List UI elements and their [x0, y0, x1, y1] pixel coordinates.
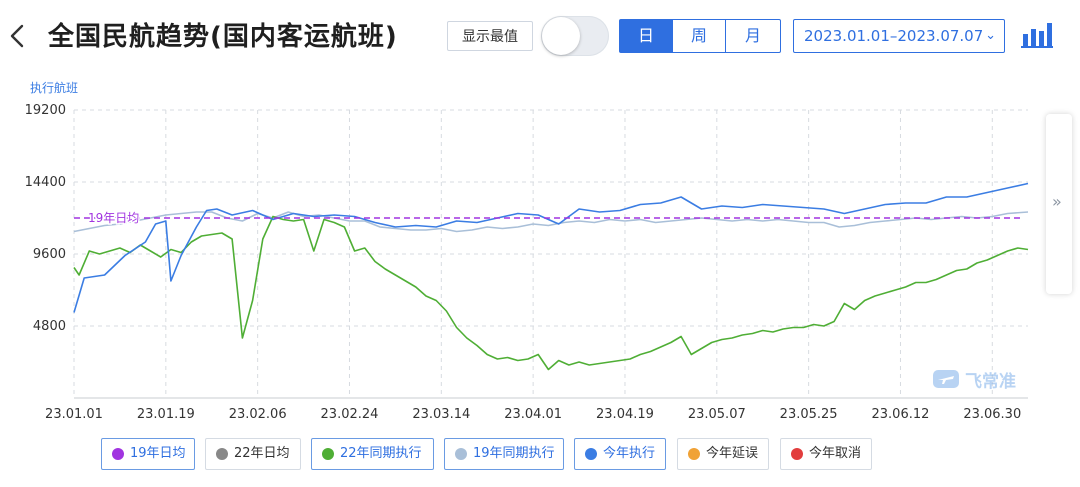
- chevron-down-icon: ⌄: [985, 28, 996, 43]
- legend-dot: [322, 448, 334, 460]
- y-tick-label: 9600: [33, 247, 66, 262]
- legend-label: 22年日均: [234, 446, 290, 461]
- legend-item-this-year[interactable]: 今年执行: [574, 438, 666, 470]
- legend-item-delay[interactable]: 今年延误: [677, 438, 769, 470]
- date-range-picker[interactable]: 2023.01.01–2023.07.07 ⌄: [793, 19, 1005, 53]
- y-tick-label: 14400: [25, 175, 66, 190]
- legend-label: 今年取消: [809, 446, 862, 461]
- x-tick-label: 23.06.30: [963, 407, 1021, 422]
- x-tick-label: 23.05.07: [688, 407, 746, 422]
- legend-item-19-same-period[interactable]: 19年同期执行: [444, 438, 564, 470]
- double-chevron-right-icon: »: [1052, 192, 1062, 211]
- legend-dot: [585, 448, 597, 460]
- flights-trend-chart: 执行航班 4800 9600 14400 19200 23.01.01 23.01.19 23…: [25, 80, 1029, 422]
- legend-dot: [112, 448, 124, 460]
- watermark-text: 飞常准: [965, 372, 1016, 392]
- header-bar: 全国民航趋势(国内客运航班) 显示最值 日 周 月 2023.01.01–202…: [0, 0, 1080, 72]
- x-tick-label: 23.03.14: [412, 407, 470, 422]
- show-extremes-toggle[interactable]: [541, 16, 609, 56]
- x-tick-label: 23.01.19: [137, 407, 195, 422]
- period-day-button[interactable]: 日: [619, 19, 673, 53]
- show-extremes-label: 显示最值: [447, 21, 533, 51]
- legend-label: 19年同期执行: [473, 446, 555, 461]
- reference-line-label: 19年日均: [88, 211, 139, 225]
- plane-logo-icon: [933, 370, 959, 388]
- legend-dot: [455, 448, 467, 460]
- back-arrow-icon[interactable]: [6, 18, 28, 54]
- series-2019-line: [73, 211, 1029, 233]
- legend-label: 今年执行: [603, 446, 656, 461]
- series-2022-line: [73, 215, 1029, 371]
- legend-label: 22年同期执行: [340, 446, 422, 461]
- legend-item-22-avg[interactable]: 22年日均: [205, 438, 301, 470]
- series-this-year-line: [73, 182, 1029, 313]
- bar-chart-icon[interactable]: [1021, 20, 1053, 48]
- x-tick-label: 23.04.01: [504, 407, 562, 422]
- y-axis-label: 执行航班: [30, 80, 78, 95]
- y-tick-label: 4800: [33, 319, 66, 334]
- x-tick-label: 23.02.24: [321, 407, 379, 422]
- x-tick-label: 23.02.06: [229, 407, 287, 422]
- x-tick-label: 23.01.01: [45, 407, 103, 422]
- x-tick-label: 23.06.12: [872, 407, 930, 422]
- toggle-knob: [542, 17, 580, 55]
- legend-item-cancel[interactable]: 今年取消: [780, 438, 872, 470]
- page-title: 全国民航趋势(国内客运航班): [48, 22, 398, 52]
- period-month-button[interactable]: 月: [725, 19, 781, 53]
- legend-item-19-avg[interactable]: 19年日均: [101, 438, 195, 470]
- legend-dot: [791, 448, 803, 460]
- period-week-button[interactable]: 周: [672, 19, 726, 53]
- legend-item-22-same-period[interactable]: 22年同期执行: [311, 438, 434, 470]
- legend-label: 今年延误: [706, 446, 759, 461]
- x-tick-label: 23.05.25: [780, 407, 838, 422]
- side-panel-handle[interactable]: »: [1046, 114, 1072, 294]
- date-range-text: 2023.01.01–2023.07.07: [804, 27, 984, 45]
- y-tick-label: 19200: [25, 103, 66, 118]
- legend-dot: [216, 448, 228, 460]
- legend-dot: [688, 448, 700, 460]
- x-tick-label: 23.04.19: [596, 407, 654, 422]
- legend-label: 19年日均: [130, 446, 186, 461]
